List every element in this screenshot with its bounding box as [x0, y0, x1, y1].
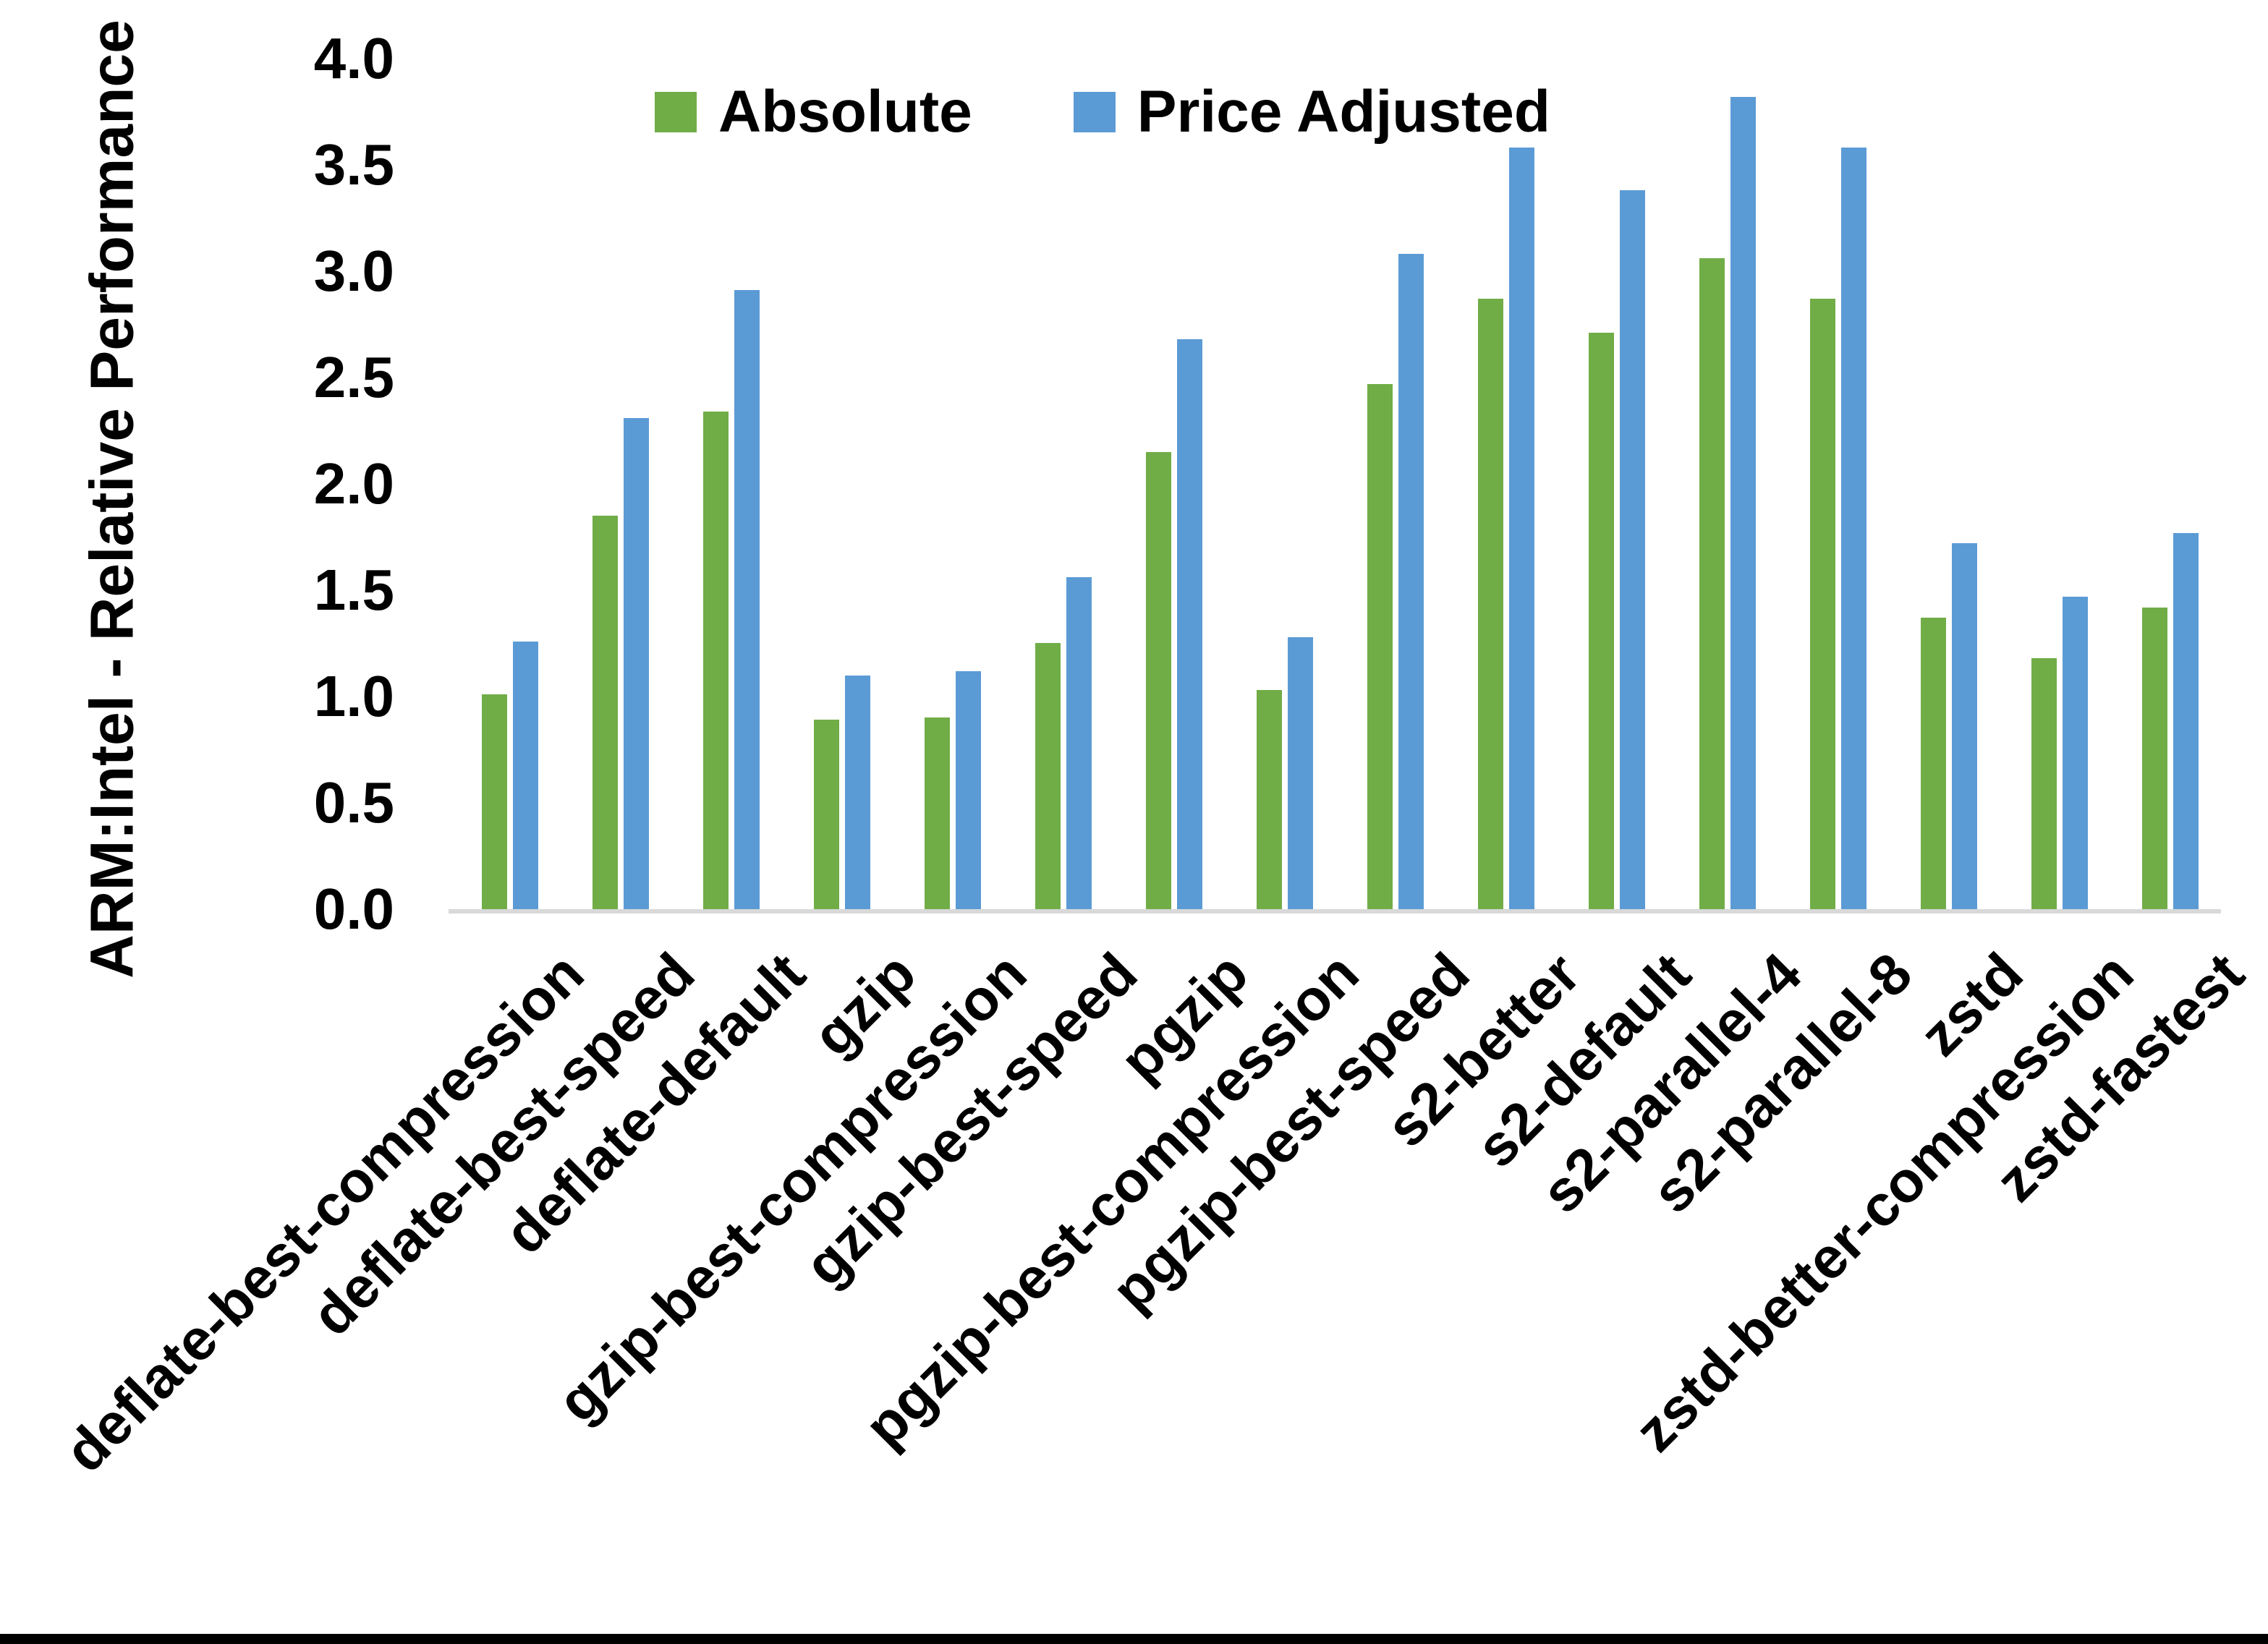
bar-absolute	[2031, 658, 2057, 909]
y-tick-label: 0.0	[313, 877, 394, 941]
bar-price-adjusted	[1952, 543, 1977, 909]
bar-price-adjusted	[2173, 533, 2199, 909]
legend-swatch-icon	[655, 92, 697, 132]
bar-price-adjusted	[1288, 637, 1313, 909]
y-tick-label: 1.0	[313, 664, 394, 728]
legend-item: Absolute	[655, 78, 972, 146]
bar-price-adjusted	[1177, 339, 1202, 909]
bar-price-adjusted	[1398, 254, 1424, 909]
legend-label: Price Adjusted	[1137, 79, 1550, 145]
bar-price-adjusted	[1066, 577, 1092, 909]
bar-absolute	[1367, 384, 1393, 909]
bar-absolute	[593, 516, 618, 909]
x-axis-line	[449, 909, 2221, 913]
bar-absolute	[1810, 299, 1835, 909]
bar-price-adjusted	[1730, 97, 1756, 909]
bar-absolute	[1921, 618, 1946, 909]
bar-price-adjusted	[956, 671, 981, 909]
bar-price-adjusted	[734, 290, 760, 909]
bar-absolute	[1035, 643, 1061, 909]
bar-absolute	[925, 717, 950, 909]
bar-absolute	[1589, 333, 1614, 909]
y-tick-label: 1.5	[313, 558, 394, 622]
y-tick-label: 3.0	[313, 239, 394, 303]
y-tick-label: 3.5	[313, 132, 394, 197]
bar-absolute	[1257, 690, 1282, 909]
bar-price-adjusted	[1509, 148, 1534, 909]
bar-price-adjusted	[845, 676, 870, 909]
legend-swatch-icon	[1073, 92, 1116, 132]
chart-legend: Absolute Price Adjusted	[655, 78, 1550, 146]
bar-absolute	[2142, 608, 2167, 909]
legend-label: Absolute	[718, 79, 972, 145]
y-tick-label: 2.5	[313, 345, 394, 409]
bar-absolute	[482, 694, 507, 909]
bar-absolute	[814, 720, 839, 909]
bar-price-adjusted	[2063, 597, 2088, 909]
bar-price-adjusted	[1620, 190, 1645, 909]
y-tick-label: 4.0	[313, 26, 394, 90]
bar-absolute	[1478, 299, 1503, 909]
bottom-border-bar	[0, 1634, 2268, 1644]
bar-absolute	[1699, 258, 1725, 909]
bar-absolute	[1146, 452, 1171, 909]
y-tick-label: 2.0	[313, 451, 394, 516]
bar-absolute	[703, 412, 729, 909]
y-axis-title: ARM:Intel - Relative Performance	[77, 20, 146, 979]
legend-item: Price Adjusted	[1073, 78, 1550, 146]
bar-price-adjusted	[1841, 148, 1866, 909]
bar-price-adjusted	[624, 418, 649, 909]
bar-price-adjusted	[513, 642, 538, 909]
y-tick-label: 0.5	[313, 770, 394, 835]
